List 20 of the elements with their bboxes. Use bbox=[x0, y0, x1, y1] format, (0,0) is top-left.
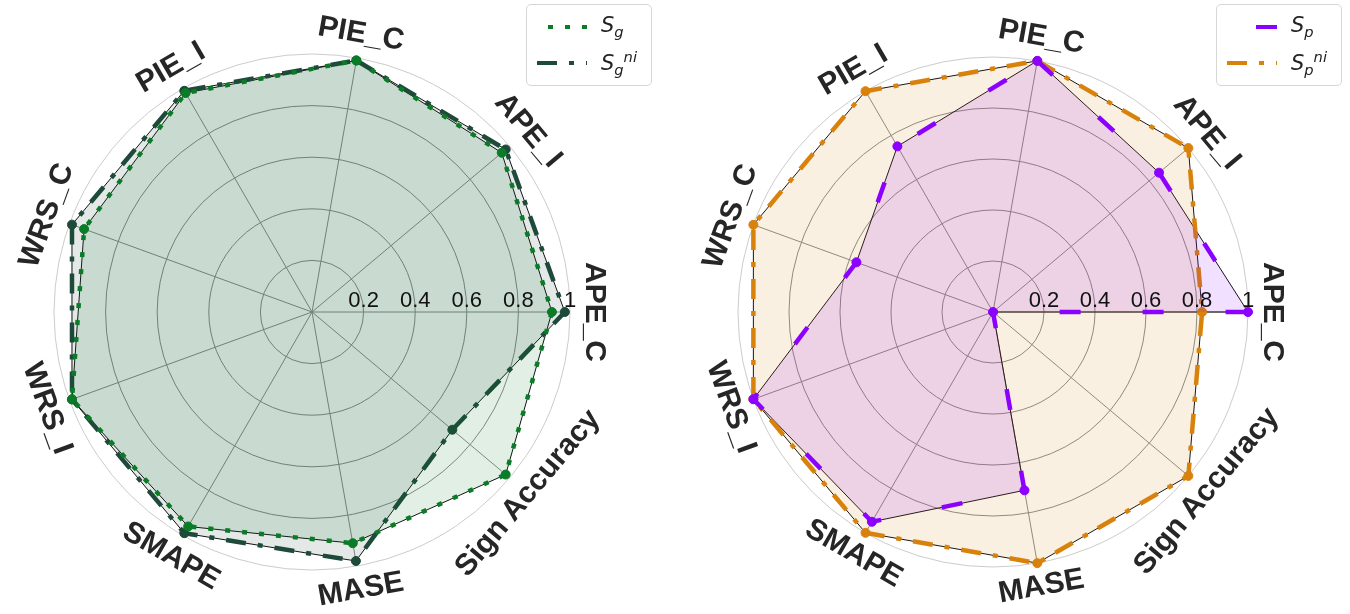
y-tick-label: 0.4 bbox=[399, 287, 431, 312]
spoke-label: MASE bbox=[315, 563, 407, 612]
y-tick-label: 0.6 bbox=[1130, 287, 1162, 312]
y-tick-label: 0.6 bbox=[451, 287, 483, 312]
spoke-label: PIE_C bbox=[996, 11, 1088, 59]
spoke-label: APE_C bbox=[579, 261, 613, 363]
y-tick-label: 0.2 bbox=[348, 287, 379, 312]
legend-label: S$_{p}$ bbox=[1290, 13, 1314, 41]
y-tick-label: 1 bbox=[1241, 287, 1255, 312]
spoke-label: WRS_I bbox=[17, 357, 81, 458]
y-tick-label: 0.8 bbox=[503, 287, 534, 312]
y-tick-label: 0.4 bbox=[1079, 287, 1111, 312]
spoke-label: MASE bbox=[995, 560, 1087, 609]
spoke-label: WRS_I bbox=[701, 356, 765, 457]
y-tick-label: 1 bbox=[563, 287, 577, 312]
spoke-label: APE_C bbox=[1257, 261, 1291, 363]
y-tick-label: 0.2 bbox=[1028, 287, 1060, 312]
y-tick-label: 0.8 bbox=[1181, 287, 1213, 312]
legend-label: S$_{g}$ bbox=[600, 13, 624, 41]
spoke-label: PIE_C bbox=[315, 8, 407, 56]
